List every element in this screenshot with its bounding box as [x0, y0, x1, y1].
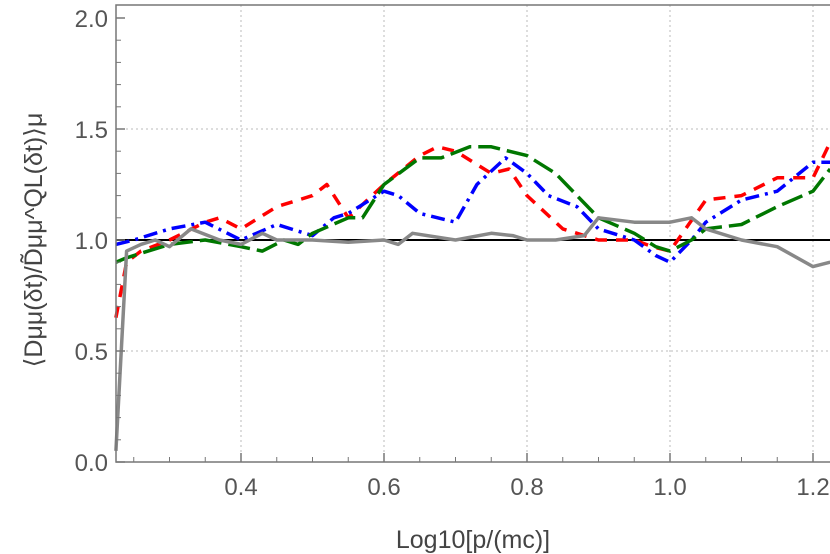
- y-tick-label: 0.0: [75, 450, 108, 477]
- series-group: [114, 141, 830, 451]
- series-line-blue-dashdot: [115, 156, 830, 264]
- x-tick-label: 0.4: [224, 474, 257, 501]
- x-tick-label: 0.8: [510, 474, 543, 501]
- x-tick-label: 1.0: [653, 474, 686, 501]
- x-tick-label: 1.2: [796, 474, 829, 501]
- y-axis-label: ⟨Dμμ(δt)/D̃μμ^QL(δt)⟩μ: [20, 113, 48, 368]
- x-tick-label: 0.6: [367, 474, 400, 501]
- x-axis-label: Log10[p/(mc)]: [396, 526, 550, 554]
- plot-frame: [115, 4, 830, 463]
- y-tick-label: 2.0: [75, 6, 108, 33]
- y-tick-label: 0.5: [75, 339, 108, 366]
- series-line-green-longdash: [115, 145, 830, 264]
- y-tick-label: 1.0: [75, 228, 108, 255]
- y-tick-label: 1.5: [75, 117, 108, 144]
- ticks: 0.4 0.6 0.8 1.0 1.2 0.0 0.5 1.0 1.5 2.0: [75, 6, 830, 501]
- series-line-gray-solid: [114, 216, 830, 451]
- series-line-red-dashed: [114, 141, 830, 319]
